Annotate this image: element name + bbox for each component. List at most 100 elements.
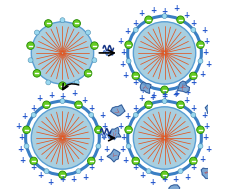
Circle shape [126,144,131,149]
Text: +: + [120,133,126,143]
Text: +: + [47,178,54,187]
Text: +: + [206,145,212,154]
Text: +: + [18,133,24,143]
Text: +: + [183,96,189,105]
Polygon shape [201,168,213,178]
Circle shape [87,157,95,165]
Text: +: + [122,156,128,165]
Text: +: + [203,122,210,131]
Text: +: + [140,171,146,180]
Circle shape [198,144,203,149]
Polygon shape [107,149,120,162]
Circle shape [44,169,49,174]
Text: +: + [161,7,168,16]
Text: +: + [173,175,179,184]
Circle shape [125,41,132,49]
Text: +: + [190,77,197,87]
Circle shape [74,80,79,85]
Circle shape [84,70,92,77]
Circle shape [30,157,37,165]
Text: +: + [173,89,180,98]
Circle shape [197,41,204,49]
Text: +: + [150,6,156,15]
Circle shape [86,30,91,35]
Circle shape [60,99,65,104]
Circle shape [33,70,41,77]
Circle shape [177,16,184,23]
Circle shape [162,14,167,19]
Circle shape [161,86,168,94]
Circle shape [133,107,196,169]
Text: +: + [71,175,77,184]
Circle shape [146,84,151,89]
Circle shape [28,58,33,63]
Text: +: + [183,11,189,20]
Text: +: + [81,96,87,105]
Text: +: + [140,86,146,95]
Circle shape [73,20,80,27]
Text: +: + [190,19,197,28]
Text: +: + [15,122,21,131]
Text: +: + [124,112,130,121]
Circle shape [92,58,97,63]
Circle shape [191,112,196,117]
Circle shape [191,27,196,32]
Circle shape [24,144,29,149]
Text: +: + [48,91,54,101]
Text: +: + [38,171,44,180]
Circle shape [43,101,50,108]
Circle shape [190,157,197,165]
Circle shape [96,144,101,149]
Text: +: + [201,111,207,120]
Text: +: + [161,92,168,101]
Circle shape [162,99,167,104]
Text: +: + [173,4,180,13]
Circle shape [133,22,196,84]
Text: +: + [184,173,190,182]
Text: +: + [101,122,108,131]
Circle shape [178,169,183,174]
Text: +: + [101,133,107,143]
Circle shape [132,72,140,80]
Circle shape [35,30,39,35]
Circle shape [145,16,152,23]
Text: +: + [150,178,156,187]
Text: +: + [150,93,156,102]
Circle shape [145,101,152,108]
Text: +: + [173,90,179,99]
Text: +: + [184,88,190,97]
Text: +: + [117,37,123,46]
Text: +: + [97,155,103,164]
Circle shape [75,101,82,108]
Circle shape [146,169,151,174]
Polygon shape [109,127,121,139]
Text: +: + [132,163,138,172]
Text: +: + [37,94,43,103]
Circle shape [46,80,51,85]
Polygon shape [111,105,125,116]
Circle shape [91,42,98,49]
Circle shape [27,42,34,49]
Circle shape [161,171,168,179]
Text: +: + [138,94,145,103]
Circle shape [60,18,65,23]
Circle shape [59,82,66,89]
Text: +: + [71,89,77,98]
Text: +: + [22,112,28,121]
Text: +: + [132,104,138,113]
Text: +: + [190,163,197,172]
Circle shape [133,27,138,32]
Circle shape [190,72,197,80]
Text: +: + [203,37,210,46]
Circle shape [95,126,102,134]
Text: +: + [89,163,95,172]
Text: +: + [206,60,212,69]
Text: +: + [203,133,209,143]
Circle shape [125,126,132,134]
Circle shape [31,112,36,117]
Circle shape [89,112,94,117]
Text: +: + [190,104,197,113]
Polygon shape [169,185,180,189]
Text: +: + [99,111,105,120]
Text: +: + [201,26,207,35]
